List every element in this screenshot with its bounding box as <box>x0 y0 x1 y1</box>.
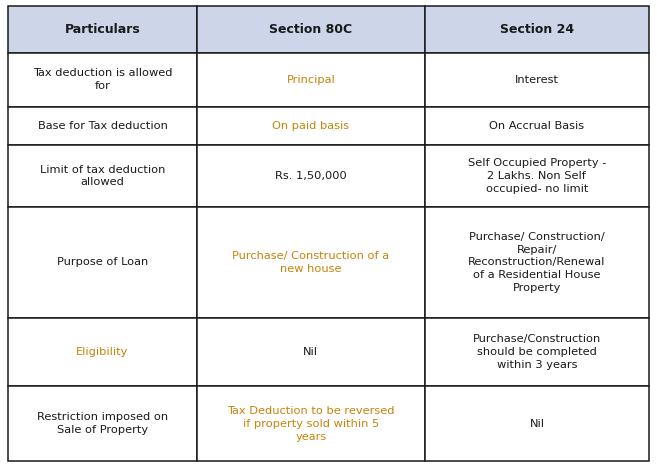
Text: Limit of tax deduction
allowed: Limit of tax deduction allowed <box>40 165 165 187</box>
Bar <box>197 145 424 207</box>
Text: Tax Deduction to be reversed
if property sold within 5
years: Tax Deduction to be reversed if property… <box>227 406 395 441</box>
Bar <box>424 53 649 106</box>
Bar <box>8 145 197 207</box>
Bar <box>197 386 424 461</box>
Text: Interest: Interest <box>515 75 559 85</box>
Text: On Accrual Basis: On Accrual Basis <box>489 120 585 131</box>
Bar <box>8 386 197 461</box>
Text: Particulars: Particulars <box>64 23 141 36</box>
Text: Eligibility: Eligibility <box>76 347 129 357</box>
Bar <box>424 145 649 207</box>
Bar <box>424 318 649 386</box>
Text: Self Occupied Property -
2 Lakhs. Non Self
occupied- no limit: Self Occupied Property - 2 Lakhs. Non Se… <box>468 158 606 194</box>
Text: Purpose of Loan: Purpose of Loan <box>57 257 148 268</box>
Text: Purchase/Construction
should be completed
within 3 years: Purchase/Construction should be complete… <box>473 334 601 369</box>
Bar <box>8 318 197 386</box>
Bar <box>424 386 649 461</box>
Bar <box>8 6 197 53</box>
Text: On paid basis: On paid basis <box>272 120 350 131</box>
Bar <box>8 207 197 318</box>
Bar <box>197 207 424 318</box>
Text: Purchase/ Construction/
Repair/
Reconstruction/Renewal
of a Residential House
Pr: Purchase/ Construction/ Repair/ Reconstr… <box>468 232 606 293</box>
Text: Tax deduction is allowed
for: Tax deduction is allowed for <box>33 69 172 91</box>
Bar <box>197 6 424 53</box>
Bar <box>8 53 197 106</box>
Text: Nil: Nil <box>530 419 545 429</box>
Text: Principal: Principal <box>286 75 335 85</box>
Bar <box>8 106 197 145</box>
Bar <box>424 106 649 145</box>
Text: Restriction imposed on
Sale of Property: Restriction imposed on Sale of Property <box>37 412 168 435</box>
Bar <box>424 6 649 53</box>
Text: Purchase/ Construction of a
new house: Purchase/ Construction of a new house <box>233 251 390 274</box>
Bar <box>197 53 424 106</box>
Bar <box>197 106 424 145</box>
Text: Base for Tax deduction: Base for Tax deduction <box>37 120 168 131</box>
Text: Section 80C: Section 80C <box>269 23 352 36</box>
Bar <box>197 318 424 386</box>
Bar <box>424 207 649 318</box>
Text: Nil: Nil <box>304 347 319 357</box>
Text: Rs. 1,50,000: Rs. 1,50,000 <box>275 171 347 181</box>
Text: Section 24: Section 24 <box>500 23 574 36</box>
